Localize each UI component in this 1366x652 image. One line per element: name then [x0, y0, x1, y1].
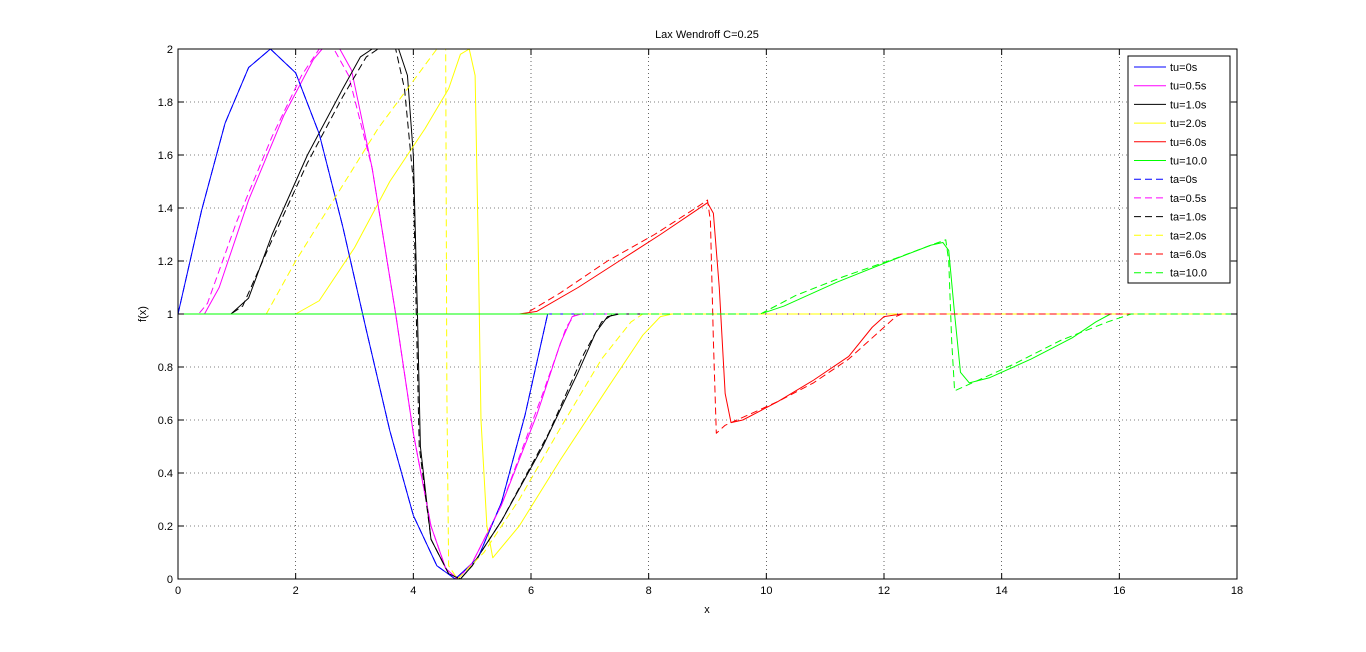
x-tick-label: 6 [528, 585, 534, 597]
y-tick-label: 0.2 [158, 521, 173, 533]
legend-label-10: ta=6.0s [1170, 249, 1207, 261]
series-line-8 [178, 48, 1237, 580]
chart-title: Lax Wendroff C=0.25 [655, 29, 759, 41]
series-line-9 [178, 48, 1237, 580]
x-tick-label: 12 [878, 585, 890, 597]
series-line-3 [178, 48, 1237, 559]
x-tick-label: 14 [996, 585, 1008, 597]
legend-label-11: ta=10.0 [1170, 268, 1207, 280]
x-tick-labels: 0 2 4 6 8 10 12 14 16 18 [175, 585, 1243, 597]
legend-label-1: tu=0.5s [1170, 81, 1207, 93]
y-tick-label: 2 [167, 44, 173, 56]
legend-label-2: tu=1.0s [1170, 99, 1207, 111]
legend-label-4: tu=6.0s [1170, 137, 1207, 149]
x-tick-label: 8 [646, 585, 652, 597]
legend-label-7: ta=0.5s [1170, 193, 1207, 205]
series-layer [177, 48, 1237, 580]
y-tick-label: 1.8 [158, 97, 173, 109]
ticks [177, 48, 1238, 580]
series-line-4 [178, 202, 1237, 424]
y-tick-labels: 0 0.2 0.4 0.6 0.8 1 1.2 1.4 1.6 1.8 2 [158, 44, 173, 586]
y-tick-label: 0.6 [158, 415, 173, 427]
y-tick-label: 0.4 [158, 468, 173, 480]
legend-label-5: tu=10.0 [1170, 156, 1207, 168]
legend-box [1127, 55, 1231, 284]
x-tick-label: 10 [760, 585, 772, 597]
x-tick-label: 18 [1231, 585, 1243, 597]
x-tick-label: 0 [175, 585, 181, 597]
x-tick-label: 16 [1113, 585, 1125, 597]
legend-label-0: tu=0s [1170, 62, 1198, 74]
series-line-10 [178, 199, 1237, 434]
y-tick-label: 0 [167, 574, 173, 586]
series-line-2 [178, 48, 1237, 580]
x-tick-label: 2 [293, 585, 299, 597]
y-tick-label: 1 [167, 309, 173, 321]
series-line-6 [177, 48, 1237, 580]
x-axis-label: x [704, 604, 710, 616]
y-tick-label: 1.4 [158, 203, 173, 215]
y-tick-label: 0.8 [158, 362, 173, 374]
x-tick-label: 4 [410, 585, 416, 597]
legend-label-8: ta=1.0s [1170, 212, 1207, 224]
y-axis-label: f(x) [137, 306, 149, 322]
legend-label-6: ta=0s [1170, 174, 1198, 186]
y-tick-label: 1.2 [158, 256, 173, 268]
legend-label-9: ta=2.0s [1170, 230, 1207, 242]
legend-items: tu=0s tu=0.5s tu=1.0s tu=2.0s tu=6.0s tu=10.0… [1134, 62, 1207, 280]
legend-label-3: tu=2.0s [1170, 118, 1207, 130]
legend: tu=0s tu=0.5s tu=1.0s tu=2.0s tu=6.0s tu=10.0… [1127, 55, 1231, 284]
y-tick-label: 1.6 [158, 150, 173, 162]
